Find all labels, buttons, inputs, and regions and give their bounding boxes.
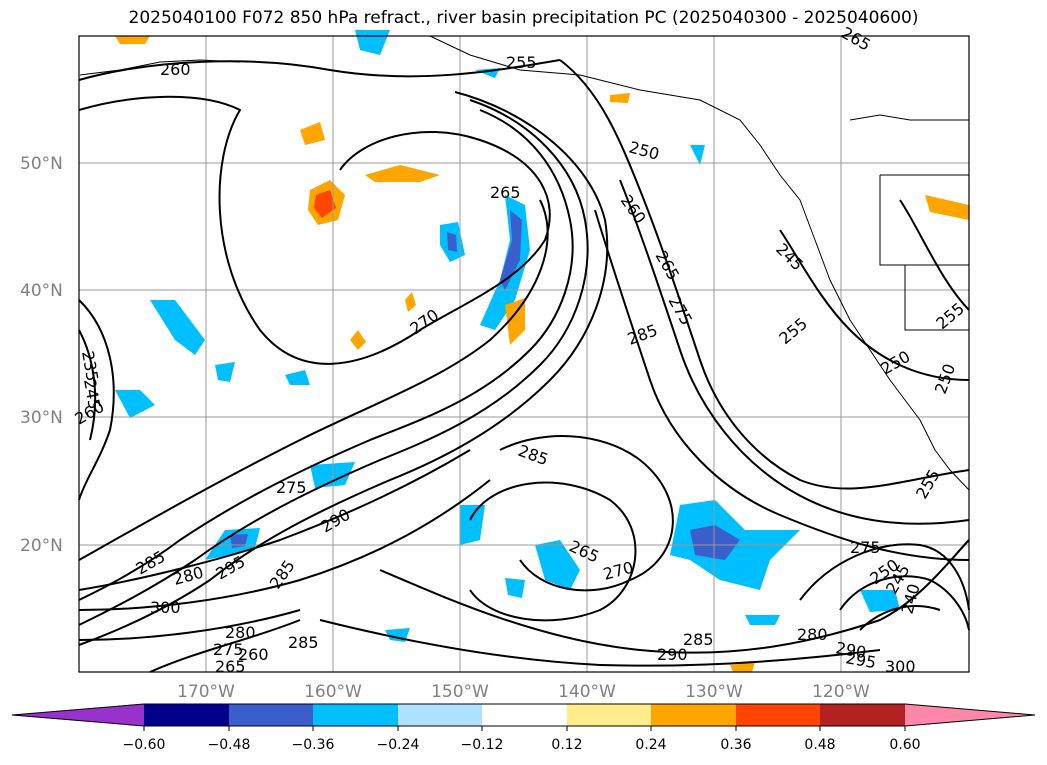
colorbar-segment (905, 704, 1035, 726)
colorbar-segment (482, 704, 567, 726)
colorbar-tick-label: −0.24 (377, 737, 420, 753)
lat-label: 40°N (20, 281, 63, 301)
contour-label: 280 (225, 623, 256, 642)
colorbar-tick-label: 0.36 (720, 737, 751, 753)
lon-label: 120°W (812, 682, 870, 702)
colorbar-segment (398, 704, 482, 726)
longitude-labels: 170°W 160°W 150°W 140°W 130°W 120°W (177, 682, 870, 702)
lon-label: 150°W (431, 682, 489, 702)
colorbar-segment (736, 704, 820, 726)
colorbar-tick-label: 0.12 (551, 737, 582, 753)
map-title: 2025040100 F072 850 hPa refract., river … (128, 8, 919, 28)
latitude-labels: 50°N 40°N 30°N 20°N (20, 154, 63, 556)
colorbar-segment (651, 704, 736, 726)
colorbar-tick-label: 0.60 (889, 737, 920, 753)
colorbar-tick-label: −0.12 (461, 737, 504, 753)
lat-label: 30°N (20, 408, 63, 428)
contour-label: 260 (160, 60, 191, 79)
contour-label: 285 (683, 630, 714, 649)
colorbar-segment (229, 704, 313, 726)
contour-label: 300 (885, 657, 916, 676)
lon-label: 130°W (685, 682, 743, 702)
lon-label: 170°W (177, 682, 235, 702)
colorbar-segment (12, 704, 144, 726)
contour-label: 275 (850, 538, 881, 557)
colorbar-tick-label: −0.36 (292, 737, 335, 753)
colorbar-tick-label: 0.48 (804, 737, 835, 753)
colorbar-segment (144, 704, 229, 726)
colorbar-segment (567, 704, 651, 726)
colorbar: −0.60 −0.48 −0.36 −0.24 −0.12 0.12 0.24 … (11, 703, 1036, 753)
colorbar-tick-label: −0.48 (208, 737, 251, 753)
contour-label: 280 (797, 625, 828, 644)
contour-label: 260 (238, 645, 269, 664)
lat-label: 50°N (20, 154, 63, 174)
colorbar-tick-label: 0.24 (635, 737, 666, 753)
contour-label: 275 (276, 478, 307, 497)
contour-label: 290 (657, 645, 688, 664)
contour-label: 255 (506, 53, 537, 72)
lat-label: 20°N (20, 536, 63, 556)
contour-label: 275 (213, 640, 244, 659)
contour-label: 265 (490, 183, 521, 202)
map-frame (78, 35, 970, 673)
colorbar-segment (820, 704, 905, 726)
refractivity-contours (78, 59, 970, 673)
contour-label: 285 (288, 633, 319, 652)
contour-label: 300 (150, 598, 181, 617)
colorbar-segment (313, 704, 398, 726)
lon-label: 160°W (304, 682, 362, 702)
colorbar-tick-label: −0.60 (123, 737, 166, 753)
lon-label: 140°W (558, 682, 616, 702)
map-background (79, 36, 969, 672)
contour-label: 265 (215, 657, 246, 676)
